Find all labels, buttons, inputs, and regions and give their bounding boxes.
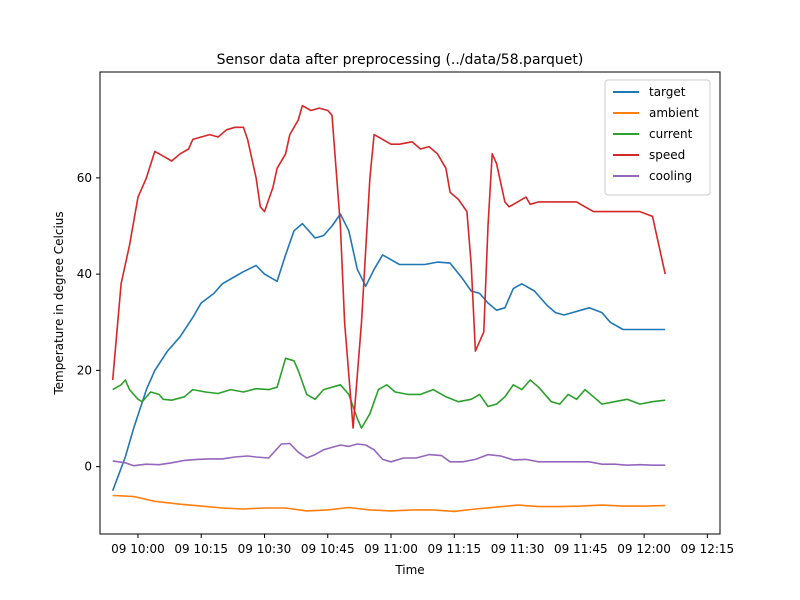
plot-frame bbox=[99, 71, 721, 535]
legend-label-target: target bbox=[649, 85, 686, 99]
x-tick-label: 09 11:00 bbox=[364, 542, 418, 556]
y-tick-label: 0 bbox=[84, 460, 92, 474]
series-line-cooling bbox=[112, 442, 666, 467]
legend-label-current: current bbox=[649, 127, 693, 141]
legend-label-ambient: ambient bbox=[649, 106, 699, 120]
legend-label-cooling: cooling bbox=[649, 169, 692, 183]
x-axis-label: Time bbox=[394, 563, 424, 577]
chart-title: Sensor data after preprocessing (../data… bbox=[217, 52, 584, 68]
x-tick-label: 09 10:30 bbox=[238, 542, 292, 556]
x-tick-label: 09 11:30 bbox=[491, 542, 545, 556]
y-tick-label: 20 bbox=[77, 363, 92, 377]
legend-box bbox=[604, 79, 711, 196]
series-line-ambient bbox=[112, 494, 666, 513]
x-tick-label: 09 12:00 bbox=[617, 542, 671, 556]
x-tick-label: 09 10:00 bbox=[111, 542, 165, 556]
legend-label-speed: speed bbox=[649, 148, 685, 162]
series-line-speed bbox=[111, 104, 666, 429]
x-axis-ticks: 09 10:00 09 10:15 09 10:30 09 10:45 09 11:00… bbox=[111, 534, 734, 556]
y-tick-label: 40 bbox=[77, 267, 92, 281]
series-layer bbox=[111, 104, 666, 513]
legend: target ambient current speed cooling bbox=[604, 79, 711, 196]
x-tick-label: 09 10:45 bbox=[301, 542, 355, 556]
series-line-target bbox=[111, 213, 666, 491]
y-tick-label: 60 bbox=[77, 171, 92, 185]
series-line-current bbox=[112, 357, 666, 429]
y-axis-ticks: 0 20 40 60 bbox=[77, 171, 100, 474]
y-axis-label: Temperature in degree Celcius bbox=[52, 211, 66, 395]
x-tick-label: 09 11:45 bbox=[554, 542, 608, 556]
x-tick-label: 09 10:15 bbox=[174, 542, 228, 556]
x-tick-label: 09 12:15 bbox=[681, 542, 735, 556]
x-tick-label: 09 11:15 bbox=[427, 542, 481, 556]
